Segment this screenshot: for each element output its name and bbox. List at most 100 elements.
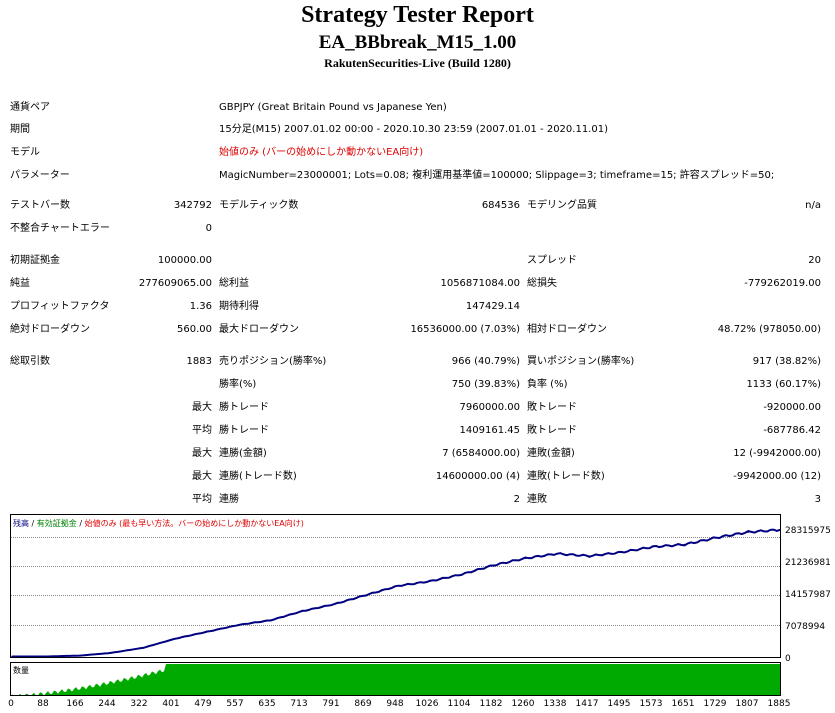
expected-payoff-label: 期待利得	[219, 301, 259, 312]
gross-loss-value: -779262019.00	[744, 278, 821, 289]
modeled-ticks-label: モデルティック数	[219, 200, 299, 211]
balance-point	[269, 619, 272, 622]
gross-profit-value: 1056871084.00	[440, 278, 520, 289]
y-label-2: 14157987	[785, 590, 831, 600]
x-tick-label: 557	[226, 699, 244, 709]
net-profit-label: 純益	[10, 278, 30, 289]
balance-point	[397, 585, 400, 587]
initial-deposit-label: 初期証拠金	[10, 255, 60, 266]
expected-payoff-value: 147429.14	[465, 301, 520, 312]
parameters-label: パラメーター	[10, 170, 70, 181]
max-cons-losses-label: 連敗(金額)	[527, 448, 575, 459]
volume-chart: 数量	[10, 662, 781, 696]
avg-cons-losses-value: 3	[814, 494, 821, 505]
x-tick-label: 1338	[543, 699, 567, 709]
max-cons-loss-value: -9942000.00 (12)	[733, 471, 821, 482]
net-profit-value: 277609065.00	[138, 278, 212, 289]
rel-drawdown-label: 相対ドローダウン	[527, 324, 607, 335]
balance-point	[429, 580, 431, 582]
balance-point	[556, 552, 558, 555]
legend-separator-2: /	[79, 519, 83, 528]
loss-rate-label: 負率 (%)	[527, 379, 568, 390]
x-tick-label: 1026	[415, 699, 439, 709]
gross-profit-label: 総利益	[219, 278, 249, 289]
volume-label: 数量	[13, 666, 29, 675]
win-rate-value: 750 (39.83%)	[451, 379, 520, 390]
max-cons-wins-label: 連勝(金額)	[219, 448, 267, 459]
legend-model: 始値のみ (最も早い方法。バーの始めにしか動かないEA向け)	[84, 519, 304, 528]
x-tick-label: 635	[258, 699, 276, 709]
ea-name: EA_BBbreak_M15_1.00	[318, 32, 517, 53]
max-cons-profit-value: 14600000.00 (4)	[435, 471, 520, 482]
largest-loss-label: 敗トレード	[527, 402, 577, 413]
long-positions-value: 917 (38.82%)	[752, 356, 821, 367]
modeled-ticks-value: 684536	[481, 200, 520, 211]
x-tick-label: 479	[194, 699, 212, 709]
legend-separator-1: /	[31, 519, 35, 528]
modeling-quality-value: n/a	[805, 200, 821, 211]
symbol-value: GBPJPY (Great Britain Pound vs Japanese …	[219, 102, 447, 113]
gross-loss-label: 総損失	[527, 278, 557, 289]
max-cons-wins-value: 7 (6584000.00)	[442, 448, 520, 459]
balance-point	[620, 551, 622, 554]
max-label-2: 最大	[192, 448, 212, 459]
x-tick-label: 713	[290, 699, 308, 709]
balance-point	[492, 564, 495, 566]
max-label: 最大	[192, 402, 212, 413]
abs-drawdown-value: 560.00	[177, 324, 212, 335]
long-positions-label: 買いポジション(勝率%)	[527, 356, 635, 367]
short-positions-value: 966 (40.79%)	[451, 356, 520, 367]
test-bars-label: テストバー数	[10, 200, 70, 211]
balance-point	[524, 557, 527, 560]
legend-balance: 残高	[13, 519, 29, 528]
largest-win-value: 7960000.00	[459, 402, 520, 413]
total-trades-label: 総取引数	[10, 356, 50, 367]
volume-area	[12, 664, 780, 695]
win-rate-label: 勝率(%)	[219, 379, 257, 390]
x-tick-label: 1260	[511, 699, 535, 709]
x-tick-label: 869	[354, 699, 372, 709]
y-label-1: 21236981	[785, 558, 831, 568]
x-tick-label: 244	[98, 699, 116, 709]
y-label-0: 28315975	[785, 526, 831, 536]
chart-legend: 残高 / 有効証拠金 / 始値のみ (最も早い方法。バーの始めにしか動かないEA…	[13, 518, 304, 529]
avg-cons-wins-value: 2	[513, 494, 520, 505]
profit-factor-value: 1.36	[189, 301, 212, 312]
balance-point	[174, 637, 177, 640]
x-tick-label: 88	[37, 699, 49, 709]
balance-point	[11, 655, 13, 657]
x-tick-label: 791	[322, 699, 340, 709]
balance-point	[747, 531, 749, 533]
balance-point	[461, 573, 463, 576]
total-trades-value: 1883	[186, 356, 212, 367]
x-tick-label: 401	[162, 699, 180, 709]
largest-win-label: 勝トレード	[219, 402, 269, 413]
volume-plot	[12, 664, 780, 695]
avg-loss-value: -687786.42	[763, 425, 821, 436]
x-tick-label: 1729	[703, 699, 727, 709]
x-tick-label: 1807	[735, 699, 759, 709]
balance-point	[588, 555, 591, 557]
balance-point	[652, 546, 654, 548]
avg-cons-losses-label: 連敗	[527, 494, 547, 505]
balance-point	[206, 630, 208, 633]
period-value: 15分足(M15) 2007.01.02 00:00 - 2020.10.30 …	[219, 124, 608, 135]
x-tick-label: 1651	[671, 699, 695, 709]
server-name: RakutenSecurities-Live (Build 1280)	[324, 56, 511, 70]
avg-loss-label: 敗トレード	[527, 425, 577, 436]
balance-point	[365, 594, 367, 596]
parameters-value: MagicNumber=23000001; Lots=0.08; 複利運用基準値…	[219, 170, 775, 181]
balance-point	[78, 654, 81, 657]
max-cons-losses-value: 12 (-9942000.00)	[733, 448, 821, 459]
max-drawdown-label: 最大ドローダウン	[219, 324, 299, 335]
x-tick-label: 1885	[767, 699, 791, 709]
y-label-3: 7078994	[785, 622, 826, 632]
short-positions-label: 売りポジション(勝率%)	[219, 356, 327, 367]
largest-loss-value: -920000.00	[763, 402, 821, 413]
rel-drawdown-value: 48.72% (978050.00)	[717, 324, 821, 335]
balance-chart: 残高 / 有効証拠金 / 始値のみ (最も早い方法。バーの始めにしか動かないEA…	[10, 514, 781, 658]
max-drawdown-value: 16536000.00 (7.03%)	[410, 324, 520, 335]
avg-cons-wins-label: 連勝	[219, 494, 239, 505]
max-label-3: 最大	[192, 471, 212, 482]
mismatch-label: 不整合チャートエラー	[10, 223, 110, 234]
